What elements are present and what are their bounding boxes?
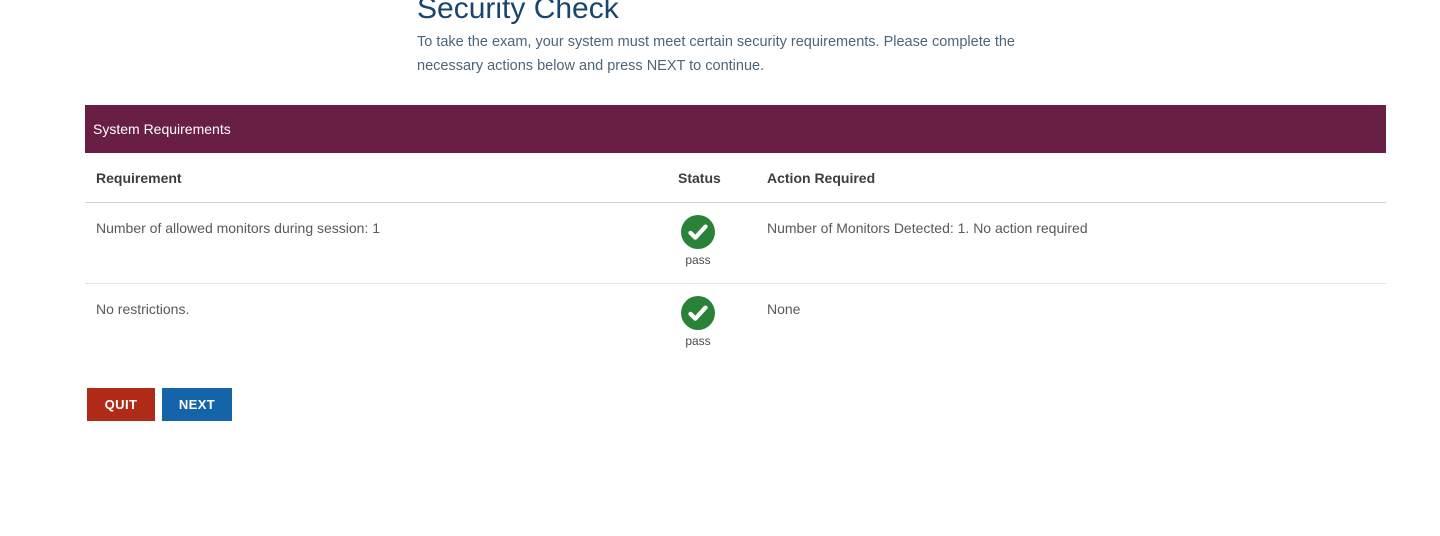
col-requirement-header: Requirement: [96, 169, 182, 186]
table-row: No restrictions. pass None: [85, 284, 1386, 368]
status-badge: pass: [676, 215, 720, 267]
col-status-header: Status: [678, 169, 721, 186]
status-pass-label: pass: [685, 334, 711, 348]
system-requirements-banner-label: System Requirements: [93, 121, 231, 137]
status-badge: pass: [676, 296, 720, 348]
table-row: Number of allowed monitors during sessio…: [85, 203, 1386, 284]
col-action-required-header: Action Required: [767, 169, 876, 186]
system-requirements-panel: System Requirements Requirement Status A…: [85, 105, 1386, 368]
status-cell: pass: [676, 284, 767, 348]
action-required-cell: Number of Monitors Detected: 1. No actio…: [767, 220, 1088, 236]
requirement-cell: No restrictions.: [96, 301, 190, 317]
table-header-row: Requirement Status Action Required: [85, 153, 1386, 203]
status-pass-label: pass: [685, 253, 711, 267]
action-buttons: QUIT NEXT: [87, 388, 1440, 421]
page-description: To take the exam, your system must meet …: [417, 34, 1015, 74]
intro-section: Security Check To take the exam, your sy…: [417, 0, 1440, 78]
page-title: Security Check: [417, 0, 619, 25]
requirement-cell: Number of allowed monitors during sessio…: [96, 220, 381, 236]
check-circle-icon: [681, 215, 715, 249]
status-cell: pass: [676, 203, 767, 267]
check-circle-icon: [681, 296, 715, 330]
action-required-cell: None: [767, 301, 801, 317]
quit-button[interactable]: QUIT: [87, 388, 155, 421]
next-button[interactable]: NEXT: [162, 388, 232, 421]
system-requirements-banner: System Requirements: [85, 105, 1386, 153]
